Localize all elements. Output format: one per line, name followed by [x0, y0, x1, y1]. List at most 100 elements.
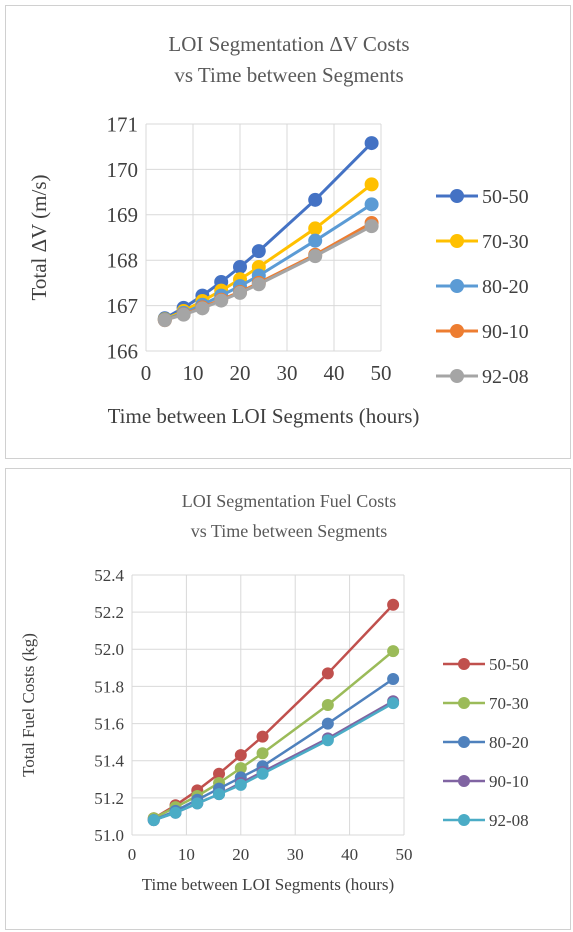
series-50-50 — [157, 136, 379, 326]
y-tick-label: 51.2 — [94, 789, 124, 808]
y-tick-label: 171 — [107, 112, 139, 136]
series-92-08 — [147, 697, 400, 827]
series-50-50 — [147, 598, 400, 825]
y-tick-label: 167 — [107, 294, 139, 318]
data-point — [321, 734, 334, 747]
y-tick-label: 51.0 — [94, 826, 124, 845]
legend-label: 80-20 — [482, 276, 529, 298]
data-point — [157, 313, 172, 328]
legend-label: 90-10 — [482, 321, 529, 343]
data-point — [364, 197, 379, 212]
x-tick-label: 50 — [371, 361, 392, 385]
data-point — [234, 762, 247, 775]
data-point — [387, 673, 400, 685]
legend-label: 50-50 — [489, 655, 529, 674]
y-tick-label: 170 — [107, 158, 139, 182]
legend-label: 70-30 — [489, 694, 529, 713]
x-axis-title: Time between LOI Segments (hours) — [142, 875, 394, 894]
data-point — [214, 293, 229, 308]
legend-marker — [450, 324, 464, 338]
x-tick-label: 0 — [141, 361, 152, 385]
series-92-08 — [157, 219, 379, 328]
y-tick-label: 52.0 — [94, 640, 124, 659]
legend-label: 70-30 — [482, 231, 529, 253]
x-tick-label: 20 — [230, 361, 251, 385]
data-point — [191, 797, 204, 810]
y-tick-label: 168 — [107, 249, 139, 273]
data-point — [213, 788, 226, 801]
y-tick-label: 51.4 — [94, 752, 124, 771]
data-point — [256, 767, 269, 780]
legend-marker — [450, 369, 464, 383]
data-point — [308, 192, 323, 207]
x-tick-label: 50 — [396, 845, 413, 864]
data-point — [256, 747, 269, 760]
data-point — [213, 767, 226, 780]
data-point — [364, 136, 379, 151]
x-tick-label: 0 — [128, 845, 137, 864]
legend-item: 92-08 — [443, 811, 529, 830]
legend-item: 70-30 — [436, 231, 529, 253]
chart-title-line-2: vs Time between Segments — [191, 521, 388, 541]
legend-item: 80-20 — [443, 733, 529, 752]
x-tick-label: 40 — [341, 845, 358, 864]
data-point — [233, 285, 247, 300]
fuel-chart-svg: LOI Segmentation Fuel Costs vs Time betwe… — [19, 491, 529, 894]
data-point — [251, 244, 266, 259]
data-point — [251, 277, 266, 292]
legend-item: 80-20 — [436, 276, 529, 298]
legend-item: 50-50 — [443, 655, 529, 674]
delta-v-chart-svg: LOI Segmentation ΔV Costs vs Time between… — [27, 32, 529, 428]
legend-marker — [458, 658, 470, 670]
legend-item: 92-08 — [436, 366, 529, 388]
series-line — [153, 603, 395, 820]
x-tick-label: 30 — [287, 845, 304, 864]
x-tick-label: 10 — [178, 845, 195, 864]
legend-marker — [458, 775, 470, 787]
chart-title-line-1: LOI Segmentation Fuel Costs — [182, 491, 397, 511]
y-tick-label: 52.2 — [94, 603, 124, 622]
data-point — [169, 806, 182, 819]
data-point — [308, 233, 323, 248]
data-point — [387, 645, 400, 658]
data-point — [387, 697, 400, 710]
legend-label: 90-10 — [489, 772, 529, 791]
y-axis-title: Total ΔV (m/s) — [27, 175, 51, 301]
x-tick-label: 20 — [232, 845, 249, 864]
legend-label: 80-20 — [489, 733, 529, 752]
y-axis-title: Total Fuel Costs (kg) — [19, 633, 38, 777]
y-tick-label: 52.4 — [94, 566, 124, 585]
data-point — [321, 717, 334, 730]
data-point — [387, 598, 400, 611]
legend-item: 70-30 — [443, 694, 529, 713]
legend-marker — [458, 697, 470, 709]
chart-title-line-2: vs Time between Segments — [174, 63, 403, 87]
legend-item: 50-50 — [436, 186, 529, 208]
data-point — [233, 260, 247, 275]
legend-label: 50-50 — [482, 186, 529, 208]
series-line — [153, 650, 394, 820]
legend-marker — [450, 234, 464, 248]
chart-panel-delta-v: LOI Segmentation ΔV Costs vs Time between… — [5, 5, 571, 459]
legend-label: 92-08 — [489, 811, 529, 830]
chart-panel-fuel: LOI Segmentation Fuel Costs vs Time betwe… — [5, 468, 571, 930]
data-point — [176, 307, 191, 322]
x-tick-label: 30 — [277, 361, 298, 385]
data-point — [364, 177, 379, 192]
y-tick-label: 51.6 — [94, 715, 124, 734]
legend-marker — [450, 189, 464, 203]
legend-marker — [450, 279, 464, 293]
y-tick-label: 166 — [107, 339, 139, 363]
data-point — [256, 730, 269, 743]
data-point — [364, 219, 379, 234]
y-tick-label: 51.8 — [94, 677, 124, 696]
data-point — [308, 221, 323, 236]
x-tick-label: 10 — [183, 361, 204, 385]
data-point — [234, 778, 247, 791]
data-point — [234, 749, 247, 762]
legend-marker — [458, 814, 470, 826]
legend-item: 90-10 — [443, 772, 529, 791]
data-point — [195, 301, 210, 316]
legend-label: 92-08 — [482, 366, 529, 388]
data-point — [147, 814, 160, 827]
